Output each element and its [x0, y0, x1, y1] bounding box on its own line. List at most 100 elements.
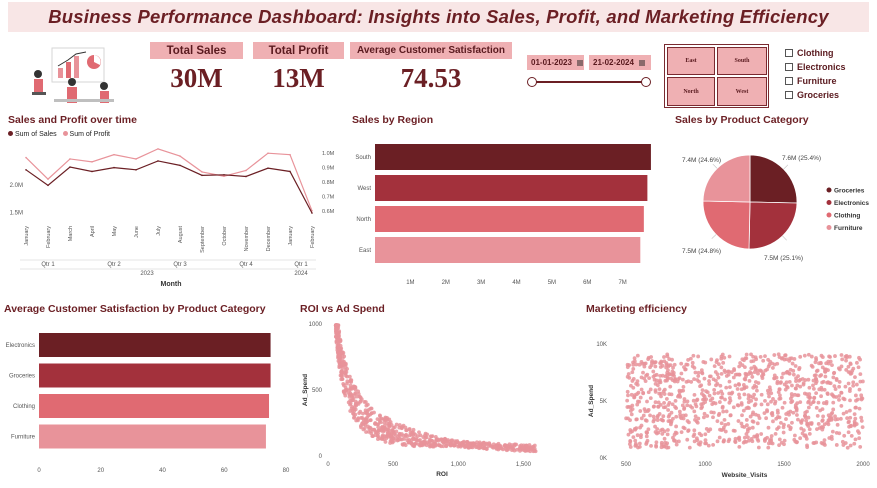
scatter-point [692, 365, 697, 370]
scatter-point [709, 357, 714, 362]
scatter-point [411, 431, 416, 436]
scatter-point [655, 418, 660, 423]
scatter-point [749, 352, 753, 357]
slider-start-handle[interactable] [527, 77, 537, 87]
scatter-point [779, 440, 784, 445]
scatter-point [374, 430, 379, 435]
legend-label: Clothing [834, 213, 860, 220]
scatter-point [386, 428, 391, 433]
scatter-point [820, 419, 825, 423]
scatter-point [645, 399, 649, 404]
scatter-point [807, 427, 812, 432]
people-analytics-illustration-icon [32, 47, 114, 103]
x-tick-label: 20 [97, 468, 104, 474]
date-end-input[interactable]: 21-02-2024 [589, 55, 651, 70]
scatter-point [781, 425, 786, 430]
scatter-point [660, 432, 665, 436]
scatter-point [698, 384, 702, 389]
scatter-point [839, 364, 844, 369]
date-start-input[interactable]: 01-01-2023 [527, 55, 584, 70]
scatter-point [673, 404, 677, 409]
scatter-point [750, 375, 755, 379]
scatter-point [639, 423, 644, 428]
x-tick-label-quarter: Qtr 1 [294, 262, 308, 268]
checkbox-icon[interactable] [785, 91, 793, 99]
data-point [201, 171, 203, 173]
scatter-point [653, 430, 658, 434]
scatter-point [383, 423, 387, 428]
scatter-point [817, 361, 821, 366]
scatter-point [748, 414, 753, 419]
legend-marker [826, 212, 832, 218]
region-button-west[interactable]: West [717, 77, 767, 106]
scatter-point [845, 355, 849, 360]
data-point [69, 158, 71, 160]
scatter-point [807, 432, 812, 436]
scatter-point [826, 418, 831, 423]
scatter-point [757, 416, 762, 421]
bar-south [375, 144, 651, 170]
scatter-point [378, 413, 382, 418]
calendar-icon[interactable] [638, 59, 645, 66]
scatter-point [744, 440, 749, 444]
scatter-point [704, 389, 708, 394]
scatter-point [504, 448, 509, 453]
checkbox-icon[interactable] [785, 49, 793, 57]
scatter-point [735, 403, 740, 408]
scatter-point [736, 419, 741, 423]
data-point [157, 148, 159, 150]
scatter-point [692, 409, 697, 414]
x-tick-label: 1,500 [516, 462, 532, 468]
data-point [267, 152, 269, 154]
scatter-point [792, 433, 797, 438]
pie-slice-groceries [749, 154, 798, 204]
roi-vs-adspend-scatter: 1000 500 00 500 1,000 1,500 Ad_Spend ROI [302, 322, 538, 478]
category-option-furniture[interactable]: Furniture [785, 74, 865, 88]
scatter-point [691, 398, 696, 403]
y-tick-label-left: 2.0M [10, 183, 23, 189]
scatter-point [740, 413, 744, 418]
scatter-point [641, 390, 646, 395]
calendar-icon[interactable] [576, 59, 583, 66]
region-button-east[interactable]: East [667, 47, 715, 75]
scatter-point [777, 393, 782, 398]
scatter-point [800, 431, 805, 436]
scatter-point [853, 375, 857, 380]
scatter-point [754, 357, 759, 362]
y-tick-label: Clothing [13, 404, 35, 410]
page-title: Business Performance Dashboard: Insights… [48, 6, 829, 27]
scatter-point [743, 371, 748, 376]
scatter-point [860, 425, 865, 430]
scatter-point [626, 393, 630, 398]
scatter-point [660, 373, 665, 378]
category-option-clothing[interactable]: Clothing [785, 46, 865, 60]
scatter-point [689, 380, 694, 384]
scatter-point [837, 384, 842, 389]
region-button-north[interactable]: North [667, 77, 715, 106]
scatter-point [694, 419, 699, 424]
scatter-point [414, 441, 419, 446]
scatter-point [627, 375, 632, 380]
scatter-point [746, 427, 750, 432]
scatter-point [766, 391, 771, 396]
region-button-south[interactable]: South [717, 47, 767, 75]
checkbox-icon[interactable] [785, 63, 793, 71]
category-option-electronics[interactable]: Electronics [785, 60, 865, 74]
scatter-point [707, 379, 711, 383]
x-tick-label: 3M [477, 280, 485, 286]
data-point [25, 156, 27, 159]
dashboard-header: Business Performance Dashboard: Insights… [8, 2, 869, 32]
data-point [91, 170, 93, 173]
slider-end-handle[interactable] [641, 77, 651, 87]
scatter-point [401, 442, 405, 447]
date-range-slider[interactable] [527, 77, 651, 87]
category-option-groceries[interactable]: Groceries [785, 88, 865, 102]
scatter-point [708, 398, 713, 403]
scatter-point [839, 390, 844, 395]
scatter-point [712, 391, 717, 396]
checkbox-icon[interactable] [785, 77, 793, 85]
scatter-point [835, 422, 840, 427]
scatter-point [731, 375, 736, 380]
scatter-point [375, 417, 380, 422]
scatter-point [659, 445, 664, 450]
